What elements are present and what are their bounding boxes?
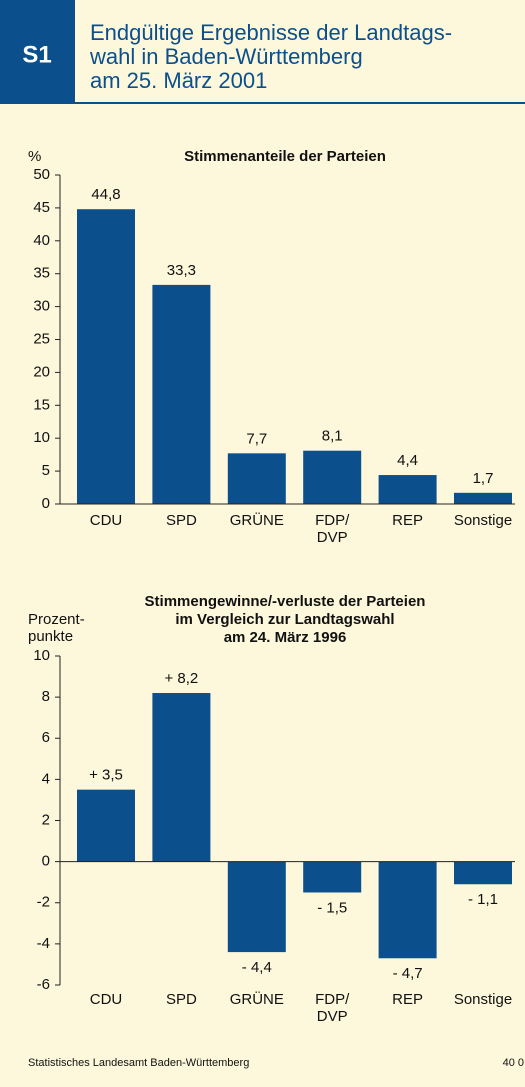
chart-title: Stimmengewinne/-verluste der Parteien im …	[145, 593, 426, 646]
x-tick-label: CDU	[90, 991, 123, 1008]
y-tick-label: 40	[33, 232, 50, 249]
value-label: + 8,2	[165, 670, 199, 687]
value-label: - 1,5	[317, 899, 347, 916]
badge: S1	[22, 41, 51, 68]
y-tick-label: 50	[33, 166, 50, 183]
value-label: 33,3	[167, 262, 196, 279]
header-rule	[0, 102, 525, 104]
x-tick-label: SPD	[166, 512, 197, 529]
value-label: - 1,1	[468, 891, 498, 908]
value-label: - 4,7	[393, 965, 423, 982]
chart-title: Stimmenanteile der Parteien	[184, 148, 386, 165]
bar	[152, 693, 211, 862]
y-tick-label: 30	[33, 298, 50, 315]
bar	[152, 284, 211, 504]
value-label: 44,8	[91, 186, 120, 203]
x-tick-label: FDP/DVP	[315, 991, 350, 1025]
bar	[227, 861, 286, 953]
x-tick-label: FDP/DVP	[315, 512, 350, 546]
x-tick-label: GRÜNE	[230, 990, 284, 1008]
x-tick-label: REP	[392, 512, 423, 529]
bar	[378, 861, 437, 959]
badge-box	[0, 0, 75, 104]
source: Statistisches Landesamt Baden-Württember…	[28, 1057, 249, 1069]
y-tick-label: 45	[33, 199, 50, 216]
y-tick-label: 6	[42, 729, 50, 746]
y-tick-label: 15	[33, 396, 50, 413]
x-tick-label: GRÜNE	[230, 511, 284, 529]
y-tick-label: 20	[33, 363, 50, 380]
value-label: - 4,4	[242, 959, 272, 976]
bar	[303, 450, 362, 504]
x-tick-label: Sonstige	[454, 991, 512, 1008]
y-axis-label: %	[28, 148, 41, 165]
y-tick-label: 10	[33, 429, 50, 446]
y-axis-label: Prozent-punkte	[28, 611, 85, 645]
x-tick-label: CDU	[90, 512, 123, 529]
value-label: 4,4	[397, 452, 418, 469]
x-tick-label: SPD	[166, 991, 197, 1008]
y-tick-label: 35	[33, 265, 50, 282]
code: 40 0	[503, 1057, 524, 1069]
value-label: + 3,5	[89, 767, 123, 784]
x-tick-label: REP	[392, 991, 423, 1008]
y-tick-label: -6	[37, 976, 50, 993]
bar	[303, 861, 362, 893]
y-tick-label: 10	[33, 647, 50, 664]
y-tick-label: 2	[42, 811, 50, 828]
y-tick-label: 4	[42, 770, 50, 787]
bar	[454, 492, 512, 504]
y-tick-label: -2	[37, 894, 50, 911]
value-label: 1,7	[473, 470, 494, 487]
y-tick-label: -4	[37, 935, 50, 952]
y-tick-label: 25	[33, 330, 50, 347]
bar	[77, 209, 135, 504]
bar	[378, 475, 437, 504]
y-tick-label: 5	[42, 462, 50, 479]
y-tick-label: 0	[42, 495, 50, 512]
x-tick-label: Sonstige	[454, 512, 512, 529]
value-label: 8,1	[322, 428, 343, 445]
bar	[454, 861, 512, 885]
bar	[77, 789, 135, 862]
page-title: Endgültige Ergebnisse der Landtags-wahl …	[89, 20, 452, 93]
bar	[227, 453, 286, 504]
y-tick-label: 8	[42, 688, 50, 705]
y-tick-label: 0	[42, 853, 50, 870]
value-label: 7,7	[246, 430, 267, 447]
